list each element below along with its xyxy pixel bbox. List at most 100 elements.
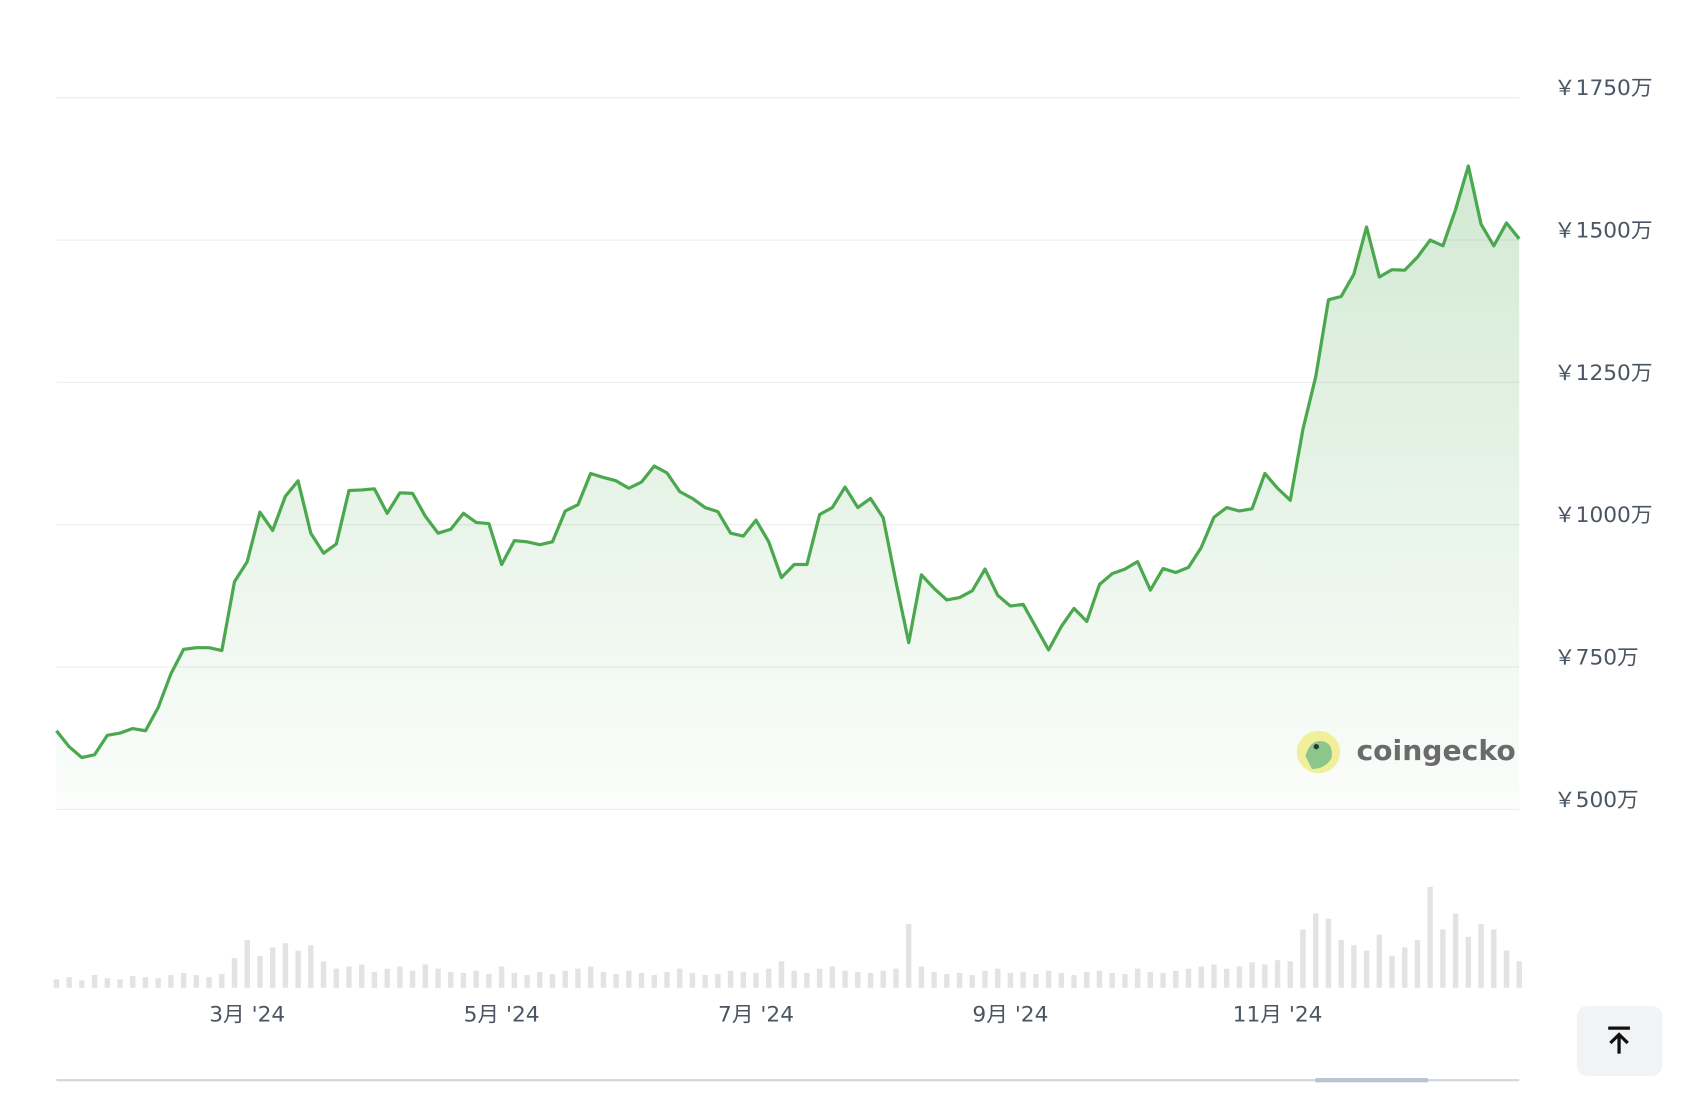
volume-bar bbox=[1007, 972, 1014, 988]
volume-bar bbox=[1109, 972, 1115, 988]
volume-bar bbox=[1122, 973, 1128, 988]
navigator-selection[interactable] bbox=[1315, 1078, 1429, 1083]
volume-bar bbox=[1033, 973, 1039, 988]
volume-bar bbox=[893, 968, 899, 988]
volume-bar bbox=[1363, 950, 1370, 988]
volume-bar bbox=[1312, 913, 1319, 988]
volume-bar bbox=[918, 966, 925, 988]
volume-bar bbox=[295, 950, 301, 988]
logo-shape bbox=[1305, 741, 1332, 769]
volume-bar bbox=[829, 966, 836, 988]
volume-bar bbox=[587, 966, 594, 988]
y-tick-label: ￥1000万 bbox=[1554, 503, 1653, 528]
y-tick-label: ￥500万 bbox=[1554, 788, 1639, 813]
volume-bar bbox=[320, 961, 327, 988]
volume-bar bbox=[1440, 929, 1446, 988]
volume-bar bbox=[842, 970, 848, 988]
x-tick-label: 11月 '24 bbox=[1233, 1003, 1323, 1028]
volume-bar bbox=[219, 973, 225, 988]
volume-bar bbox=[549, 973, 556, 988]
scroll-top-button[interactable] bbox=[1576, 1005, 1663, 1076]
volume-bar bbox=[664, 971, 670, 988]
volume-bar bbox=[1020, 971, 1026, 988]
volume-bar bbox=[1249, 962, 1255, 988]
volume-bar bbox=[435, 968, 441, 988]
volume-bar bbox=[715, 973, 721, 988]
volume-bar bbox=[613, 973, 619, 988]
volume-bar bbox=[66, 977, 72, 988]
volume-bar bbox=[1376, 934, 1383, 988]
volume-bar bbox=[804, 972, 810, 988]
volume-bar bbox=[753, 972, 759, 988]
volume-bar bbox=[130, 976, 136, 988]
volume-bar bbox=[155, 978, 161, 988]
volume-bar bbox=[333, 968, 339, 988]
volume-bar bbox=[1058, 972, 1065, 988]
volume-bar bbox=[244, 939, 250, 988]
plot bbox=[55, 164, 1521, 810]
y-tick-label: ￥750万 bbox=[1554, 646, 1639, 671]
volume-bar bbox=[142, 977, 149, 988]
volume-bar bbox=[702, 975, 708, 988]
logo-eye bbox=[1313, 744, 1320, 750]
volume-bar bbox=[371, 971, 378, 988]
volume-bar bbox=[1427, 886, 1433, 988]
volume-bar bbox=[1223, 968, 1230, 988]
volume-bar bbox=[1160, 972, 1166, 988]
volume-bar bbox=[689, 972, 696, 988]
volume-bar bbox=[1389, 955, 1395, 988]
volume-bar bbox=[117, 979, 123, 988]
volume-bar bbox=[460, 972, 467, 988]
volume-bar bbox=[1516, 961, 1522, 988]
volume-bar bbox=[1236, 966, 1243, 988]
volume-bar bbox=[193, 975, 200, 988]
volume-bar bbox=[626, 970, 632, 988]
volume-bar bbox=[1262, 964, 1268, 988]
volume-bar bbox=[791, 970, 797, 988]
volume-bar bbox=[676, 968, 683, 988]
volume-bar bbox=[269, 947, 276, 988]
volume-bar bbox=[816, 968, 823, 988]
x-tick-label: 7月 '24 bbox=[718, 1003, 794, 1028]
volume-bar bbox=[1274, 960, 1281, 988]
volume-bar bbox=[1351, 945, 1357, 988]
volume-bar bbox=[740, 971, 747, 988]
x-tick-label: 5月 '24 bbox=[464, 1003, 540, 1028]
volume-bar bbox=[524, 975, 530, 988]
volume-bar bbox=[1402, 947, 1408, 988]
volume-bar bbox=[905, 924, 912, 988]
x-tick-label: 3月 '24 bbox=[209, 1003, 285, 1028]
volume-bar bbox=[358, 964, 365, 988]
volume-bar bbox=[855, 971, 861, 988]
volume-bar bbox=[104, 978, 111, 988]
volume-bar bbox=[1147, 971, 1154, 988]
volume-bar bbox=[91, 975, 98, 988]
y-tick-label: ￥1750万 bbox=[1554, 76, 1653, 101]
volume-bar bbox=[1071, 975, 1077, 988]
volume-bar bbox=[766, 968, 772, 988]
y-tick-label: ￥1250万 bbox=[1554, 361, 1653, 386]
volume-bar bbox=[257, 955, 263, 988]
volume-bar bbox=[1478, 924, 1484, 988]
watermark: coingecko bbox=[1296, 730, 1516, 774]
y-tick-label: ￥1500万 bbox=[1554, 219, 1653, 244]
volume-bar bbox=[1287, 961, 1293, 988]
volume-bar bbox=[1503, 950, 1510, 988]
volume-bar bbox=[575, 968, 581, 988]
volume-bar bbox=[944, 973, 950, 988]
volume-bar bbox=[486, 973, 492, 988]
volume-bar bbox=[1198, 966, 1204, 988]
volume-bar bbox=[231, 958, 238, 988]
volume-bar bbox=[931, 971, 937, 988]
volume-bar bbox=[422, 964, 429, 988]
x-tick-label: 9月 '24 bbox=[972, 1003, 1048, 1028]
volume-bar bbox=[1491, 929, 1497, 988]
volume-bar bbox=[600, 971, 607, 988]
volume-bar bbox=[168, 975, 174, 988]
volume-bar bbox=[867, 972, 874, 988]
volume-bar bbox=[1096, 970, 1103, 988]
volume-bar bbox=[206, 977, 212, 988]
button-icon bbox=[1609, 1032, 1629, 1054]
volume-bar bbox=[1325, 918, 1332, 988]
volume-bar bbox=[778, 961, 785, 988]
